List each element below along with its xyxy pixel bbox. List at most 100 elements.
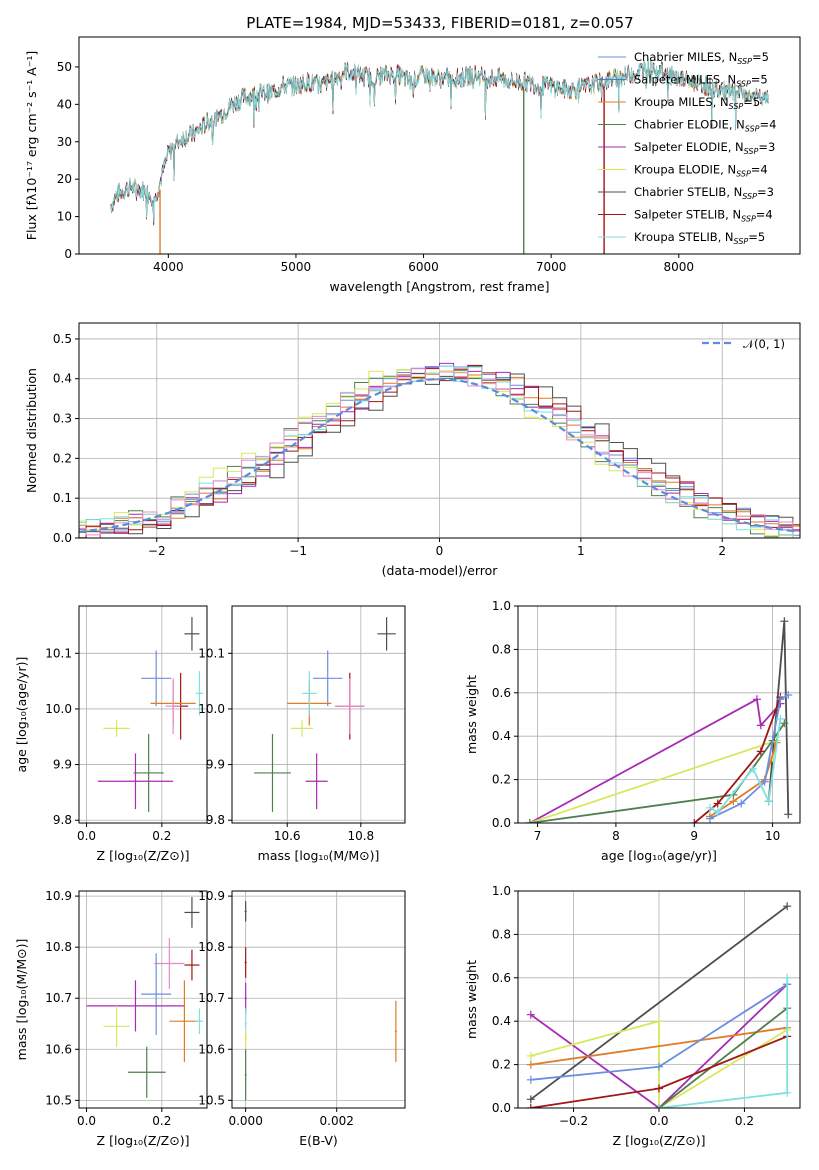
x-axis-label: mass [log₁₀(M/M⊙)] <box>258 848 380 863</box>
panel-3: 0.0 0.2 9.8 9.9 10.0 10.1 Z [log₁₀(Z/Z⊙)] age [… <box>14 605 208 863</box>
x-tick-label: 7 <box>534 829 542 843</box>
legend-label-sub: SSP <box>737 57 752 66</box>
weight-marker <box>525 819 534 823</box>
y-tick-label: 0.4 <box>492 729 511 743</box>
legend-label-sub: SSP <box>744 147 759 156</box>
x-tick-label: 0.0 <box>649 1114 668 1128</box>
plot-area <box>525 617 793 823</box>
y-tick-label: 0.2 <box>53 451 72 465</box>
x-tick-label: 0.2 <box>152 1114 171 1128</box>
panel-6: 0.0 0.2 10.5 10.6 10.7 10.8 10.9 Z [log₁₀(Z/Z⊙)… <box>14 889 208 1148</box>
weight-marker <box>784 810 793 819</box>
weight-marker <box>526 1051 535 1060</box>
y-axis-label: Normed distribution <box>24 368 39 493</box>
weight-marker <box>783 1088 792 1097</box>
weight-marker <box>729 797 738 806</box>
weight-line-salpeter_stelib <box>693 696 782 823</box>
y-tick-label: 0.2 <box>492 1058 511 1072</box>
y-axis-label: mass weight <box>464 675 479 754</box>
y-tick-label: 10.9 <box>45 889 72 903</box>
x-tick-label: 0 <box>436 544 444 558</box>
x-axis-label: Z [log₁₀(Z/Z⊙)] <box>97 1133 190 1148</box>
weight-marker <box>780 719 789 728</box>
legend-label: Salpeter STELIB, NSSP=4 <box>634 208 773 224</box>
weight-marker <box>526 1060 535 1069</box>
legend-label-sub: SSP <box>734 237 749 246</box>
weight-line-kroupa_miles <box>709 742 778 818</box>
axes-frame <box>78 605 208 824</box>
legend-label-base: Salpeter STELIB, N <box>634 208 741 222</box>
weight-marker <box>749 764 757 773</box>
legend-label-sub: SSP <box>729 102 744 111</box>
y-tick-label: 10.8 <box>198 940 225 954</box>
y-tick-label: 0.4 <box>53 372 72 386</box>
weight-marker <box>756 721 765 730</box>
y-tick-label: 0.1 <box>53 491 72 505</box>
weight-marker <box>655 1104 663 1108</box>
x-tick-label: 2 <box>718 544 726 558</box>
x-tick-label: 4000 <box>153 260 184 274</box>
x-tick-label: −2 <box>148 544 166 558</box>
plot-area <box>244 901 397 1101</box>
x-tick-label: 9 <box>690 829 698 843</box>
weight-marker <box>784 690 793 699</box>
y-tick-label: 10.6 <box>198 1042 225 1056</box>
x-tick-label: 6000 <box>408 260 439 274</box>
plot-area <box>79 362 800 538</box>
legend-label-sub: SSP <box>742 192 757 201</box>
legend-label: Kroupa MILES, NSSP=5 <box>634 95 760 111</box>
y-tick-label: 20 <box>57 172 72 186</box>
weight-line-chabrier_elodie <box>529 722 786 823</box>
legend-label-base: Salpeter ELODIE, N <box>634 140 744 154</box>
x-axis-label: wavelength [Angstrom, rest frame] <box>329 279 549 294</box>
x-tick-label: 10.6 <box>274 829 301 843</box>
figure-title: PLATE=1984, MJD=53433, FIBERID=0181, z=0… <box>246 14 633 32</box>
legend-label: Chabrier MILES, NSSP=5 <box>634 50 769 66</box>
y-tick-label: 0.0 <box>492 1101 511 1115</box>
y-tick-label: 30 <box>57 135 72 149</box>
weight-marker <box>655 1062 663 1071</box>
x-tick-label: 5000 <box>281 260 312 274</box>
weight-line-chabrier_elodie <box>658 1007 788 1108</box>
x-axis-label: (data-model)/error <box>382 563 499 578</box>
y-tick-label: 10.0 <box>198 702 225 716</box>
y-tick-label: 9.8 <box>53 813 72 827</box>
spectrum-line-kroupa_stelib <box>110 59 769 223</box>
x-tick-label: 8000 <box>663 260 694 274</box>
y-tick-label: 1.0 <box>492 599 511 613</box>
legend-label: Chabrier ELODIE, NSSP=4 <box>634 118 776 134</box>
plot-area <box>110 58 769 254</box>
x-tick-label: 0.0 <box>77 829 96 843</box>
legend-label: Kroupa ELODIE, NSSP=4 <box>634 163 768 179</box>
legend-label-base: Kroupa MILES, N <box>634 95 729 109</box>
plot-area <box>254 617 396 812</box>
plot-area <box>86 897 204 1098</box>
y-tick-label: 0.0 <box>53 531 72 545</box>
legend-label-base: Kroupa ELODIE, N <box>634 163 736 177</box>
legend-label-suffix: =5 <box>752 50 769 64</box>
weight-marker <box>526 1010 535 1019</box>
y-tick-label: 0.8 <box>492 927 511 941</box>
weight-marker <box>760 777 769 786</box>
x-axis-label: age [log₁₀(age/yr)] <box>601 848 717 863</box>
weight-marker <box>776 714 785 723</box>
y-tick-label: 0.4 <box>492 1014 511 1028</box>
legend-label-sub: SSP <box>741 215 756 224</box>
y-tick-label: 10.8 <box>45 940 72 954</box>
weight-marker <box>752 695 761 704</box>
x-tick-label: 0.2 <box>735 1114 754 1128</box>
y-tick-label: 10.0 <box>45 702 72 716</box>
weight-line-kroupa_elodie <box>529 739 778 823</box>
y-tick-label: 0.8 <box>492 642 511 656</box>
x-tick-label: 0.2 <box>152 829 171 843</box>
legend-label-sub: SSP <box>745 125 760 134</box>
y-tick-label: 0.3 <box>53 412 72 426</box>
y-axis-label: Flux [fλ10⁻¹⁷ erg cm⁻² s⁻¹ A⁻¹] <box>24 51 39 240</box>
normal-curve <box>79 378 798 533</box>
weight-marker <box>526 1095 535 1104</box>
legend-label: Salpeter ELODIE, NSSP=3 <box>634 140 775 156</box>
y-tick-label: 9.9 <box>206 758 225 772</box>
y-tick-label: 10.6 <box>45 1042 72 1056</box>
x-tick-label: 1 <box>577 544 585 558</box>
